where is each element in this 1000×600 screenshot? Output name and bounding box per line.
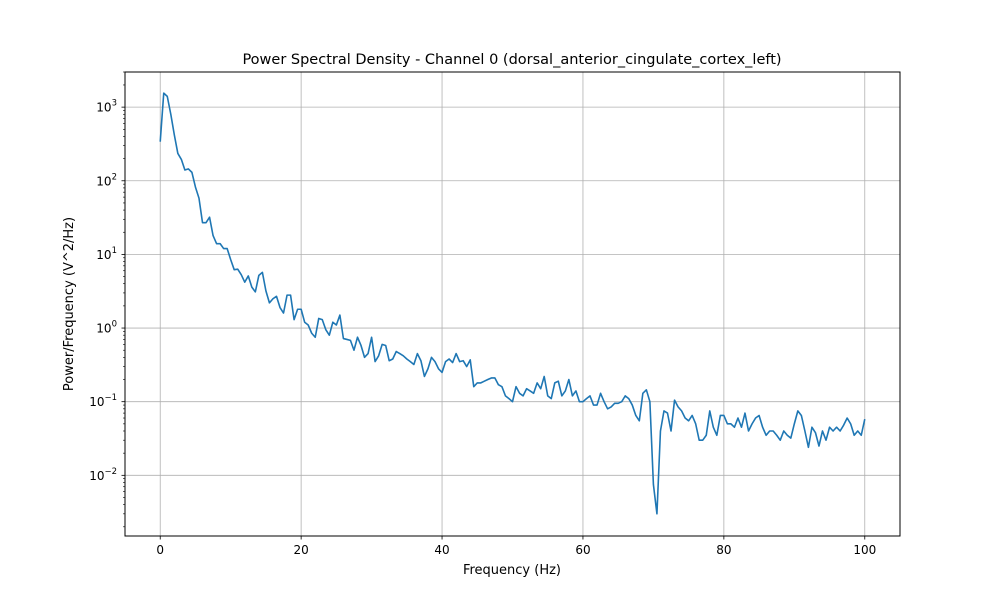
x-tick-label: 0 [156, 543, 164, 557]
grid-lines [125, 72, 900, 536]
y-tick-exponent: 3 [112, 99, 117, 109]
plot-frame [124, 71, 901, 537]
x-axis-label: Frequency (Hz) [463, 563, 561, 578]
y-tick-exponent: −1 [104, 393, 117, 403]
y-tick-exponent: −2 [104, 467, 117, 477]
y-tick-exponent: 1 [112, 246, 117, 256]
series-layer [159, 92, 866, 515]
x-tick-label: 60 [575, 543, 590, 557]
x-tick-label: 80 [716, 543, 731, 557]
y-axis-label: Power/Frequency (V^2/Hz) [62, 217, 77, 391]
x-tick-label: 40 [434, 543, 449, 557]
y-tick-exponent: 0 [112, 320, 117, 330]
x-tick-label: 20 [293, 543, 308, 557]
x-tick-label: 100 [853, 543, 876, 557]
x-axis-ticks: 0 20 40 60 80 100 [156, 536, 876, 557]
y-tick-exponent: 2 [112, 172, 117, 182]
psd-series-line [159, 92, 866, 515]
chart-title: Power Spectral Density - Channel 0 (dors… [242, 52, 781, 68]
